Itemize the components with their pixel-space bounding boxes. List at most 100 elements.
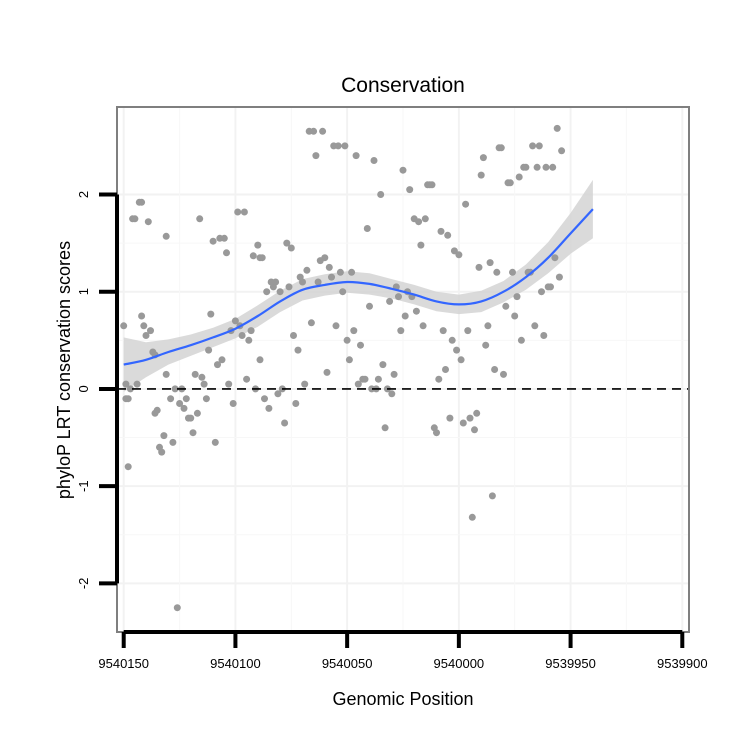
data-point (211, 438, 219, 446)
grid-lines (117, 107, 689, 632)
data-point (350, 327, 358, 335)
data-point (254, 241, 262, 249)
data-point (147, 327, 154, 335)
data-point (388, 390, 396, 398)
data-point (547, 283, 554, 291)
data-point (249, 252, 257, 260)
data-point (506, 179, 514, 187)
data-point (354, 380, 362, 388)
data-point (493, 268, 501, 276)
data-point (126, 385, 134, 393)
data-point (171, 385, 179, 393)
data-point (437, 227, 445, 235)
data-point (274, 390, 282, 398)
data-point (140, 322, 148, 330)
data-point (511, 312, 519, 320)
data-point (247, 327, 255, 335)
data-point (486, 259, 494, 267)
x-axis: 9540150 9540100 9540050 9540000 9539950 95399… (98, 630, 708, 671)
data-point (133, 380, 141, 388)
data-point (138, 312, 146, 320)
data-point (479, 154, 487, 162)
data-point (357, 341, 364, 349)
data-point (245, 336, 253, 344)
data-point (158, 448, 166, 456)
data-point (471, 426, 478, 434)
data-point (162, 232, 170, 240)
data-point (169, 438, 177, 446)
y-tick-label: -2 (76, 578, 91, 590)
data-point (218, 356, 226, 364)
data-point (173, 604, 181, 612)
x-tick-label: 9539950 (545, 656, 596, 671)
data-point (176, 400, 184, 407)
data-point (401, 312, 409, 320)
data-point (234, 208, 242, 216)
data-point (419, 322, 427, 330)
data-point (202, 395, 210, 403)
confidence-band (123, 179, 593, 392)
data-point (303, 266, 311, 274)
data-point (515, 173, 523, 181)
data-point (243, 375, 251, 383)
data-point (261, 395, 268, 403)
data-point (276, 288, 284, 296)
data-point (412, 307, 420, 315)
data-point (124, 463, 132, 471)
data-point (455, 251, 463, 259)
data-point (229, 400, 237, 407)
data-point (370, 157, 378, 164)
x-tick-label: 9540150 (98, 656, 149, 671)
confidence-band-layer (123, 179, 593, 392)
data-point (397, 327, 405, 335)
data-point (334, 142, 342, 150)
data-point (395, 293, 402, 301)
data-point (540, 332, 548, 339)
data-point (238, 332, 246, 339)
data-point (124, 395, 132, 403)
data-point (283, 239, 291, 247)
data-point (509, 268, 516, 276)
data-point (198, 373, 206, 381)
data-point (379, 361, 387, 369)
data-point (457, 356, 465, 364)
data-point (428, 181, 436, 189)
data-point (193, 409, 201, 417)
data-point (285, 283, 293, 291)
data-point (475, 263, 483, 271)
data-point (205, 346, 213, 354)
data-point (484, 322, 492, 330)
data-point (162, 370, 170, 378)
data-point (406, 186, 414, 194)
data-point (299, 278, 306, 286)
y-tick-label: 0 (76, 385, 91, 392)
data-point (462, 200, 470, 208)
data-point (312, 152, 320, 160)
data-point (240, 208, 248, 216)
data-point (558, 147, 566, 155)
data-point (191, 370, 199, 378)
data-point (142, 332, 150, 339)
data-point (442, 366, 449, 373)
data-point (138, 198, 146, 206)
data-point (182, 395, 190, 403)
data-point (377, 191, 385, 198)
data-point (290, 332, 297, 339)
data-point (363, 225, 371, 232)
scatter-points (120, 124, 566, 612)
data-point (258, 254, 266, 262)
data-point (522, 163, 530, 171)
data-point (542, 163, 550, 171)
data-point (287, 244, 295, 252)
data-point (448, 336, 456, 344)
y-axis: -2 -1 0 1 2 (76, 191, 119, 590)
data-point (343, 336, 351, 344)
data-point (477, 171, 485, 179)
data-point (144, 218, 152, 226)
x-tick-label: 9540000 (434, 656, 485, 671)
data-point (352, 152, 360, 160)
data-point (256, 356, 264, 364)
data-point (555, 273, 563, 281)
data-point (551, 254, 559, 262)
